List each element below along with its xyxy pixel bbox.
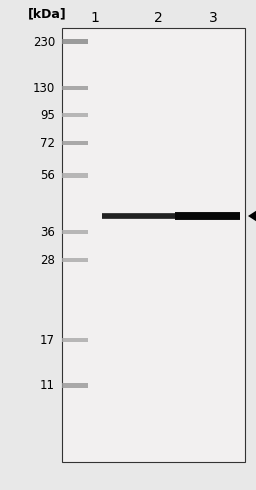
Polygon shape xyxy=(248,209,256,223)
Bar xyxy=(175,213,240,219)
Text: 28: 28 xyxy=(40,253,55,267)
Bar xyxy=(62,258,88,262)
Text: 3: 3 xyxy=(209,11,217,25)
Bar xyxy=(102,213,175,219)
Bar xyxy=(62,141,88,145)
Text: 230: 230 xyxy=(33,35,55,49)
Bar xyxy=(62,383,88,388)
Text: 56: 56 xyxy=(40,169,55,181)
Text: 72: 72 xyxy=(40,137,55,149)
Bar xyxy=(62,172,88,177)
Bar xyxy=(62,86,88,90)
Text: 2: 2 xyxy=(154,11,162,25)
Bar xyxy=(62,338,88,342)
Text: 11: 11 xyxy=(40,378,55,392)
Bar xyxy=(62,230,88,234)
Bar xyxy=(102,214,175,218)
Text: 17: 17 xyxy=(40,334,55,346)
Text: 95: 95 xyxy=(40,108,55,122)
Text: 130: 130 xyxy=(33,81,55,95)
Text: 36: 36 xyxy=(40,225,55,239)
Bar xyxy=(62,113,88,117)
Text: [kDa]: [kDa] xyxy=(28,7,67,21)
Text: 1: 1 xyxy=(91,11,99,25)
Bar xyxy=(175,212,240,220)
Bar xyxy=(62,28,245,462)
Bar xyxy=(62,40,88,45)
